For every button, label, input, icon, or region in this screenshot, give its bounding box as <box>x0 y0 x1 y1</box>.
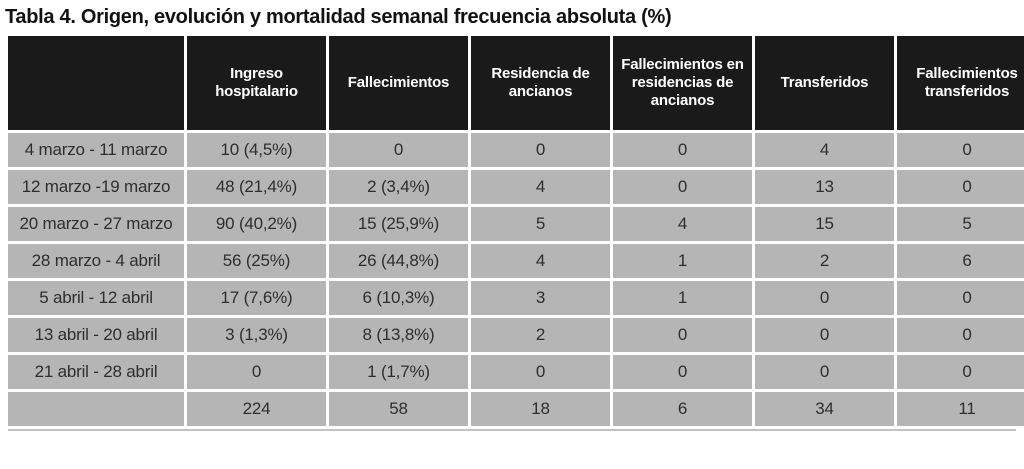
value-cell: 90 (40,2%) <box>187 207 326 241</box>
value-cell: 1 (1,7%) <box>329 355 468 389</box>
row-label-cell: 28 marzo - 4 abril <box>8 244 184 278</box>
value-cell: 11 <box>897 392 1024 426</box>
header-cell: Transferidos <box>755 36 894 130</box>
value-cell: 4 <box>755 133 894 167</box>
table-header-row: Ingreso hospitalario Fallecimientos Reside… <box>8 36 1024 130</box>
page-title: Tabla 4. Origen, evolución y mortalidad … <box>5 6 672 28</box>
value-cell: 0 <box>897 281 1024 315</box>
header-cell-empty <box>8 36 184 130</box>
value-cell: 2 <box>755 244 894 278</box>
table-row: 5 abril - 12 abril 17 (7,6%) 6 (10,3%) 3 1 0 0 <box>8 281 1024 315</box>
value-cell: 4 <box>613 207 752 241</box>
value-cell: 0 <box>471 133 610 167</box>
value-cell: 6 <box>613 392 752 426</box>
table-body: 4 marzo - 11 marzo 10 (4,5%) 0 0 0 4 0 12 marzo… <box>8 133 1024 426</box>
value-cell: 0 <box>755 281 894 315</box>
value-cell: 2 <box>471 318 610 352</box>
value-cell: 224 <box>187 392 326 426</box>
table-row: 20 marzo - 27 marzo 90 (40,2%) 15 (25,9%) 5… <box>8 207 1024 241</box>
table-row: 4 marzo - 11 marzo 10 (4,5%) 0 0 0 4 0 <box>8 133 1024 167</box>
value-cell: 0 <box>471 355 610 389</box>
table-row: 13 abril - 20 abril 3 (1,3%) 8 (13,8%) 2 0 0 0 <box>8 318 1024 352</box>
row-label-cell: 12 marzo -19 marzo <box>8 170 184 204</box>
value-cell: 8 (13,8%) <box>329 318 468 352</box>
value-cell: 6 (10,3%) <box>329 281 468 315</box>
value-cell: 0 <box>755 318 894 352</box>
value-cell: 5 <box>471 207 610 241</box>
value-cell: 4 <box>471 170 610 204</box>
value-cell: 0 <box>897 318 1024 352</box>
row-label-cell: 13 abril - 20 abril <box>8 318 184 352</box>
value-cell: 0 <box>613 355 752 389</box>
value-cell: 4 <box>471 244 610 278</box>
header-cell: Fallecimientos en residencias de anciano… <box>613 36 752 130</box>
weekly-frequency-table: Ingreso hospitalario Fallecimientos Reside… <box>5 33 1024 429</box>
row-label-cell: 5 abril - 12 abril <box>8 281 184 315</box>
header-cell: Fallecimientos <box>329 36 468 130</box>
value-cell: 1 <box>613 244 752 278</box>
value-cell: 18 <box>471 392 610 426</box>
value-cell: 15 (25,9%) <box>329 207 468 241</box>
table-row: 28 marzo - 4 abril 56 (25%) 26 (44,8%) 4 1 2 6 <box>8 244 1024 278</box>
value-cell: 3 (1,3%) <box>187 318 326 352</box>
value-cell: 48 (21,4%) <box>187 170 326 204</box>
row-label-cell: 20 marzo - 27 marzo <box>8 207 184 241</box>
value-cell: 0 <box>755 355 894 389</box>
table-head: Ingreso hospitalario Fallecimientos Reside… <box>8 36 1024 130</box>
value-cell: 0 <box>187 355 326 389</box>
value-cell: 0 <box>613 170 752 204</box>
row-label-cell <box>8 392 184 426</box>
row-label-cell: 4 marzo - 11 marzo <box>8 133 184 167</box>
value-cell: 13 <box>755 170 894 204</box>
table-row: 12 marzo -19 marzo 48 (21,4%) 2 (3,4%) 4 0 13… <box>8 170 1024 204</box>
value-cell: 0 <box>897 355 1024 389</box>
value-cell: 17 (7,6%) <box>187 281 326 315</box>
header-cell: Residencia de ancianos <box>471 36 610 130</box>
row-label-cell: 21 abril - 28 abril <box>8 355 184 389</box>
header-cell: Fallecimientos transferidos <box>897 36 1024 130</box>
value-cell: 0 <box>329 133 468 167</box>
value-cell: 1 <box>613 281 752 315</box>
value-cell: 15 <box>755 207 894 241</box>
value-cell: 34 <box>755 392 894 426</box>
totals-row: 224 58 18 6 34 11 <box>8 392 1024 426</box>
table-row: 21 abril - 28 abril 0 1 (1,7%) 0 0 0 0 <box>8 355 1024 389</box>
value-cell: 0 <box>613 318 752 352</box>
value-cell: 56 (25%) <box>187 244 326 278</box>
value-cell: 0 <box>897 170 1024 204</box>
value-cell: 3 <box>471 281 610 315</box>
value-cell: 10 (4,5%) <box>187 133 326 167</box>
header-cell: Ingreso hospitalario <box>187 36 326 130</box>
value-cell: 6 <box>897 244 1024 278</box>
value-cell: 5 <box>897 207 1024 241</box>
value-cell: 26 (44,8%) <box>329 244 468 278</box>
value-cell: 2 (3,4%) <box>329 170 468 204</box>
value-cell: 58 <box>329 392 468 426</box>
value-cell: 0 <box>613 133 752 167</box>
value-cell: 0 <box>897 133 1024 167</box>
table-bottom-rule <box>8 429 1016 431</box>
